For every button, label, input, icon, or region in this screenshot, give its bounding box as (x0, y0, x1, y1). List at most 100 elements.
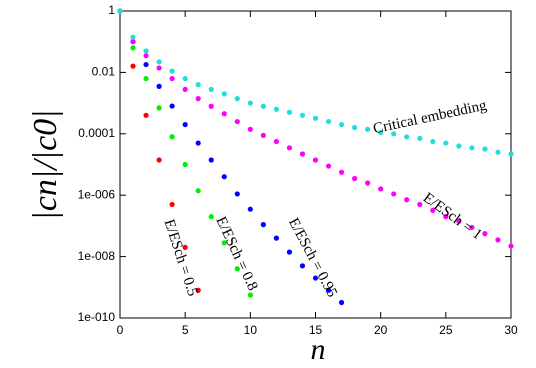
data-point (208, 103, 214, 109)
data-point (312, 115, 319, 121)
data-point (130, 63, 136, 69)
data-point (247, 206, 253, 212)
data-point (286, 249, 293, 255)
data-point (286, 145, 293, 151)
data-point (260, 132, 266, 138)
data-point (391, 191, 397, 197)
data-point (325, 118, 332, 125)
data-point (365, 126, 371, 132)
data-point (299, 263, 306, 269)
data-point (469, 145, 475, 151)
annotation: E/ESch = 0.8 (212, 214, 260, 293)
data-point (404, 197, 410, 203)
data-point (195, 188, 201, 194)
data-point (169, 68, 175, 74)
data-point (221, 111, 227, 117)
data-point (469, 224, 475, 231)
data-point (234, 191, 240, 197)
data-point (260, 222, 266, 228)
data-point (182, 86, 188, 92)
data-point (273, 138, 279, 145)
data-point (130, 39, 136, 45)
data-point (325, 163, 332, 169)
data-point (169, 134, 175, 140)
y-tick-label: 0.01 (92, 65, 116, 79)
data-point (143, 75, 149, 82)
data-point (430, 138, 436, 145)
data-point (234, 96, 240, 102)
data-point (221, 174, 227, 180)
data-point (195, 140, 201, 146)
data-point (221, 91, 227, 97)
data-point (365, 180, 371, 186)
x-axis-label: n (311, 333, 326, 366)
data-point (156, 83, 162, 89)
data-point (299, 112, 306, 118)
y-axis-label: |cn|/|c0| (27, 109, 64, 220)
data-point (352, 124, 358, 131)
data-point (338, 299, 345, 306)
data-point (508, 151, 514, 157)
data-point (208, 86, 214, 92)
y-tick-label: 0.0001 (78, 126, 115, 140)
annotation: Critical embedding (372, 98, 489, 138)
data-point (195, 82, 201, 88)
data-point (299, 151, 306, 157)
data-point (443, 214, 449, 220)
data-point (273, 235, 279, 241)
data-point (195, 96, 201, 102)
data-point (234, 266, 240, 272)
data-point (338, 169, 345, 175)
data-point (117, 8, 123, 14)
data-point (143, 53, 149, 59)
data-point (495, 149, 501, 155)
y-tick-label: 1e-006 (78, 187, 116, 201)
x-tick-label: 5 (182, 323, 189, 337)
data-point (208, 214, 214, 220)
data-point (260, 103, 266, 109)
data-point (234, 118, 240, 125)
y-tick-label: 1 (108, 3, 115, 17)
data-point (156, 157, 162, 163)
data-point (156, 65, 162, 71)
y-tick-label: 1e-008 (78, 249, 116, 263)
data-point (169, 103, 175, 109)
data-point (325, 287, 332, 293)
data-point (156, 59, 162, 65)
data-point (195, 287, 201, 293)
data-point (482, 231, 488, 237)
data-point (417, 135, 423, 141)
data-point (312, 275, 319, 281)
data-point (378, 129, 384, 136)
x-tick-label: 25 (439, 323, 453, 337)
data-point (443, 140, 449, 146)
data-point (143, 112, 149, 118)
data-point (273, 106, 279, 112)
data-point (391, 131, 397, 137)
annotation: E/ESch = 0.5 (161, 217, 201, 298)
data-point (143, 48, 149, 54)
data-point (495, 237, 501, 243)
x-tick-label: 15 (309, 323, 323, 337)
data-point (247, 126, 253, 132)
data-point (221, 240, 227, 246)
data-point (378, 186, 384, 192)
x-tick-label: 10 (244, 323, 258, 337)
annotation: E/ESch = 1 (420, 190, 485, 243)
data-point (417, 201, 423, 208)
data-point (456, 218, 462, 225)
data-point (338, 121, 345, 128)
data-point (456, 143, 462, 149)
data-point (286, 109, 293, 115)
data-point (247, 100, 253, 106)
x-tick-label: 30 (504, 323, 518, 337)
data-point (482, 146, 488, 152)
data-point (169, 201, 175, 208)
data-point (130, 34, 136, 40)
data-point (156, 105, 162, 111)
data-point (208, 157, 214, 163)
annotation: E/ESch = 0.95 (285, 215, 340, 300)
x-tick-label: 0 (117, 323, 124, 337)
data-point (169, 75, 175, 82)
